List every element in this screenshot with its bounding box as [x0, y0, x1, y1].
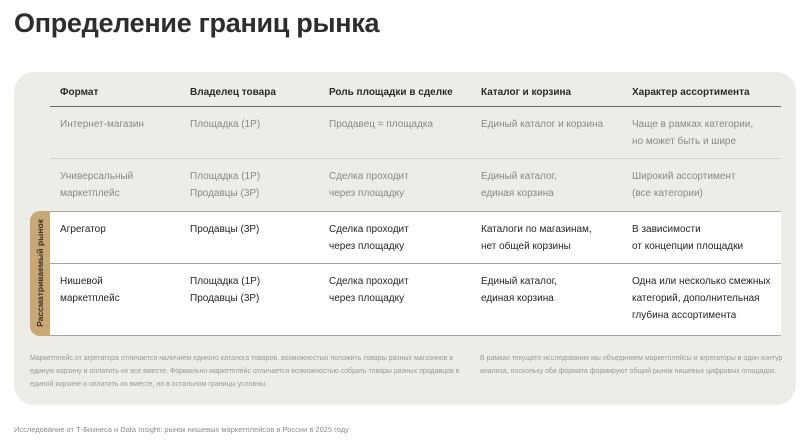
cell-owner: Площадка (1P) Продавцы (3P) — [190, 171, 261, 199]
considered-market-rows: Агрегатор Продавцы (3P) Сделка проходит … — [50, 211, 781, 336]
note-right: В рамках текущего исследования мы объеди… — [480, 355, 783, 375]
cell-assortment: В зависимости от концепции площадки — [632, 224, 744, 252]
note-left: Маркетплейс от агрегатора отличается нал… — [30, 355, 460, 388]
table-row: Нишевой маркетплейс Площадка (1P) Продав… — [50, 264, 781, 336]
cell-role: Сделка проходит через площадку — [329, 276, 409, 304]
header-owner: Владелец товара — [190, 87, 276, 98]
cell-catalog: Каталоги по магазинам, нет общей корзины — [481, 224, 592, 252]
cell-owner: Площадка (1P) Продавцы (3P) — [190, 276, 261, 304]
cell-owner: Площадка (1P) — [190, 119, 261, 130]
table-row: Агрегатор Продавцы (3P) Сделка проходит … — [50, 212, 781, 264]
source-footer: Исследование от Т-Бизнеса и Data Insight… — [14, 425, 349, 434]
header-assortment: Характер ассортимента — [632, 87, 750, 98]
header-role: Роль площадки в сделке — [329, 87, 453, 98]
cell-format: Универсальный маркетплейс — [60, 171, 134, 199]
considered-market-group: Рассматриваемый рынок Агрегатор Продавцы… — [30, 211, 781, 336]
cell-role: Продавец = площадка — [329, 119, 434, 130]
cell-format: Интернет-магазин — [60, 119, 144, 130]
cell-role: Сделка проходит через площадку — [329, 171, 409, 199]
cell-catalog: Единый каталог, единая корзина — [481, 171, 557, 199]
cell-catalog: Единый каталог, единая корзина — [481, 276, 557, 304]
header-format: Формат — [60, 87, 99, 98]
page-title: Определение границ рынка — [14, 8, 380, 38]
cell-assortment: Широкий ассортимент (все категории) — [632, 171, 736, 199]
cell-owner: Продавцы (3P) — [190, 224, 260, 235]
cell-catalog: Единый каталог и корзина — [481, 119, 604, 130]
cell-format: Нишевой маркетплейс — [60, 276, 120, 304]
considered-market-label: Рассматриваемый рынок — [35, 219, 45, 327]
formats-table: Формат Владелец товара Роль площадки в с… — [50, 72, 781, 211]
cell-format: Агрегатор — [60, 224, 106, 235]
table-header: Формат Владелец товара Роль площадки в с… — [50, 72, 781, 107]
cell-assortment: Одна или несколько смежных категорий, до… — [632, 276, 771, 321]
table-row: Универсальный маркетплейс Площадка (1P) … — [50, 159, 781, 211]
table-row: Интернет-магазин Площадка (1P) Продавец … — [50, 107, 781, 159]
considered-market-tab: Рассматриваемый рынок — [30, 211, 50, 336]
cell-role: Сделка проходит через площадку — [329, 224, 409, 252]
header-catalog: Каталог и корзина — [481, 87, 572, 98]
market-boundaries-card: Формат Владелец товара Роль площадки в с… — [14, 72, 796, 405]
cell-assortment: Чаще в рамках категории, но может быть и… — [632, 119, 754, 147]
